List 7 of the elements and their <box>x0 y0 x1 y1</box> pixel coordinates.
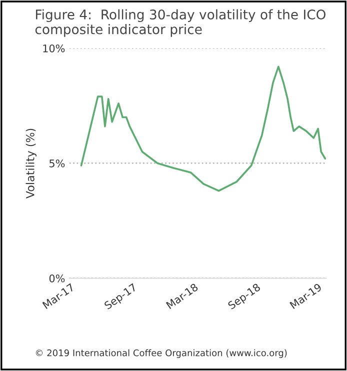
y-axis-title: Volatility (%) <box>26 128 37 199</box>
line-series <box>80 66 326 192</box>
text: © 2019 International Coffee Organization (www.ico.org) <box>36 349 287 358</box>
y-tick-label: 10% <box>43 44 65 52</box>
y-tick-label: 0% <box>49 274 65 282</box>
chart-title: Figure 4: Rolling 30-day volatility of the ICO composite indicator price <box>35 9 326 37</box>
y-tick-label: 5% <box>50 159 65 168</box>
